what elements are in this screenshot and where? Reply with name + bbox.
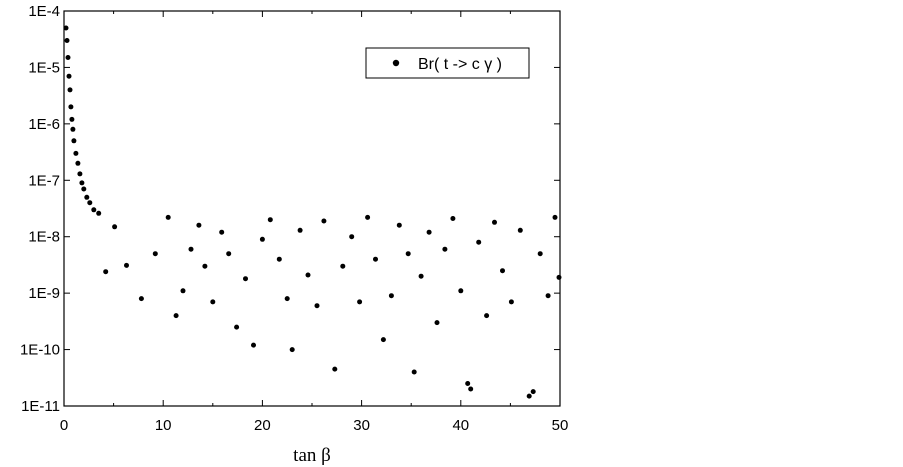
x-tick-label: 20 — [254, 417, 271, 434]
data-point — [70, 126, 76, 132]
data-point — [321, 218, 327, 224]
data-point — [87, 200, 93, 206]
data-point — [545, 293, 551, 299]
data-point — [226, 251, 232, 257]
data-point — [180, 288, 186, 294]
data-point — [465, 381, 471, 386]
data-point — [517, 227, 523, 233]
data-point — [81, 186, 87, 192]
data-point — [138, 296, 144, 302]
data-point — [556, 274, 562, 280]
data-point — [492, 219, 497, 225]
data-point — [357, 299, 363, 305]
data-point — [468, 386, 474, 392]
data-point — [152, 251, 158, 257]
data-point — [73, 150, 79, 156]
data-point — [380, 337, 386, 343]
data-point — [71, 138, 77, 144]
data-point — [458, 288, 464, 294]
data-point — [64, 38, 70, 43]
data-point — [418, 273, 424, 279]
x-tick-label: 50 — [552, 417, 569, 434]
data-point — [340, 263, 346, 269]
x-axis: 0 10 20 30 40 50 — [60, 11, 569, 434]
data-point — [68, 104, 74, 110]
data-point — [289, 347, 295, 353]
data-point — [373, 256, 378, 262]
data-point — [284, 296, 290, 302]
data-point — [349, 234, 355, 240]
data-point — [77, 171, 83, 177]
data-point — [112, 224, 118, 230]
data-point — [196, 222, 202, 228]
data-point — [388, 293, 394, 299]
y-tick-label: 1E-11 — [21, 398, 60, 415]
data-point — [426, 229, 432, 235]
x-tick-label: 40 — [452, 417, 469, 434]
x-tick-label: 30 — [353, 417, 370, 434]
data-point — [79, 180, 85, 186]
data-point — [67, 87, 73, 93]
data-point — [103, 269, 109, 275]
data-point — [66, 73, 72, 79]
y-tick-label: 1E-10 — [20, 342, 60, 359]
data-point — [210, 299, 216, 305]
data-point — [69, 116, 75, 122]
data-point — [484, 313, 490, 319]
y-tick-label: 1E-5 — [28, 59, 60, 76]
y-tick-label: 1E-7 — [28, 172, 60, 189]
data-point — [251, 342, 256, 348]
data-point — [500, 268, 505, 274]
data-point — [552, 214, 558, 220]
data-point — [96, 210, 102, 216]
data-point — [124, 262, 129, 268]
data-point — [434, 320, 440, 326]
data-point — [314, 303, 320, 309]
data-point — [188, 246, 194, 252]
y-axis: 1E-11 1E-10 1E-9 1E-8 1E-7 1E-6 1E-5 1E-4 — [20, 3, 560, 415]
x-tick-label: 10 — [155, 417, 172, 434]
data-point — [442, 246, 448, 252]
data-point — [537, 251, 543, 257]
data-point — [219, 229, 225, 235]
data-point — [526, 393, 532, 399]
data-point — [173, 313, 179, 319]
legend: Br( t -> c γ ) — [365, 47, 530, 79]
data-point — [297, 227, 303, 233]
data-point — [396, 222, 402, 228]
y-tick-label: 1E-9 — [28, 285, 60, 302]
legend-marker — [392, 59, 400, 67]
y-tick-label: 1E-4 — [28, 3, 60, 20]
legend-label: Br( t -> c γ ) — [418, 56, 502, 73]
data-point — [84, 194, 90, 200]
data-point — [267, 217, 273, 223]
data-point — [450, 216, 456, 221]
data-point — [411, 369, 417, 375]
y-tick-label: 1E-6 — [28, 116, 60, 133]
data-point — [259, 236, 265, 242]
data-point — [63, 25, 69, 31]
data-point — [65, 55, 71, 60]
data-point — [305, 272, 311, 278]
x-tick-label: 0 — [60, 417, 68, 434]
data-points — [63, 25, 562, 399]
y-tick-label: 1E-8 — [28, 229, 60, 246]
data-point — [405, 251, 411, 257]
data-point — [91, 207, 97, 213]
data-point — [243, 276, 248, 282]
data-point — [234, 324, 240, 330]
data-point — [476, 239, 482, 245]
x-axis-title: tan β — [293, 445, 331, 466]
data-point — [202, 263, 208, 269]
data-point — [332, 366, 338, 372]
data-point — [365, 214, 371, 220]
data-point — [508, 299, 514, 305]
data-point — [276, 256, 282, 262]
data-point — [165, 214, 171, 220]
data-point — [530, 389, 536, 395]
data-point — [75, 160, 81, 166]
